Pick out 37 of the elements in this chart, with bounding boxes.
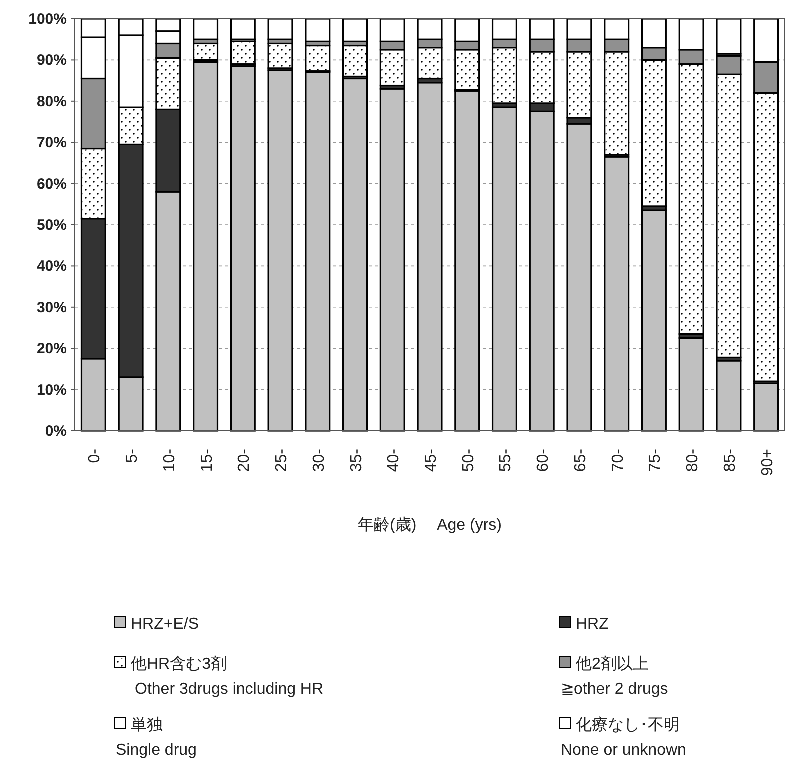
- x-tick-label: 90+: [759, 449, 776, 476]
- y-tick-label: 80%: [36, 93, 67, 110]
- y-tick-label: 70%: [36, 134, 67, 152]
- x-tick-label: 15-: [198, 449, 216, 472]
- x-tick-label: 70-: [610, 449, 627, 472]
- legend-label: 他HR含む3剤 Other 3drugs including HR: [131, 655, 324, 698]
- y-tick-label: 30%: [36, 299, 67, 316]
- legend-label: 他2剤以上 ≧other 2 drugs: [561, 655, 668, 698]
- legend-label: 化療なし･不明 None or unknown: [561, 716, 686, 759]
- x-tick-label: 5-: [124, 449, 142, 464]
- x-tick-label: 85-: [722, 449, 739, 472]
- y-tick-label: 50%: [36, 217, 67, 234]
- x-tick-label: 60-: [535, 449, 552, 472]
- x-tick-label: 45-: [423, 449, 440, 472]
- legend-label: HRZ: [576, 616, 610, 633]
- x-tick-label: 25-: [274, 449, 291, 472]
- legend-label: HRZ+E/S: [131, 616, 200, 633]
- x-axis-title: 年齢(歳) Age (yrs): [358, 516, 502, 534]
- y-tick-label: 20%: [36, 340, 67, 358]
- x-tick-label: 55-: [498, 449, 515, 472]
- x-tick-label: 20-: [236, 449, 254, 472]
- y-tick-label: 10%: [36, 382, 67, 399]
- legend-label: 単独 Single drug: [116, 716, 197, 759]
- x-tick-label: 50-: [460, 449, 478, 472]
- y-tick-label: 100%: [28, 11, 67, 28]
- x-tick-label: 35-: [348, 449, 366, 472]
- y-tick-label: 0%: [45, 423, 67, 440]
- x-tick-label: 75-: [647, 449, 664, 472]
- x-tick-label: 80-: [684, 449, 702, 472]
- y-tick-label: 90%: [36, 52, 67, 70]
- x-tick-label: 65-: [572, 449, 590, 472]
- x-tick-label: 10-: [161, 449, 178, 472]
- x-tick-label: 0-: [86, 449, 104, 464]
- x-tick-label: 40-: [386, 449, 403, 472]
- x-tick-label: 30-: [310, 449, 328, 472]
- y-tick-label: 60%: [36, 176, 67, 193]
- y-tick-label: 40%: [36, 258, 67, 276]
